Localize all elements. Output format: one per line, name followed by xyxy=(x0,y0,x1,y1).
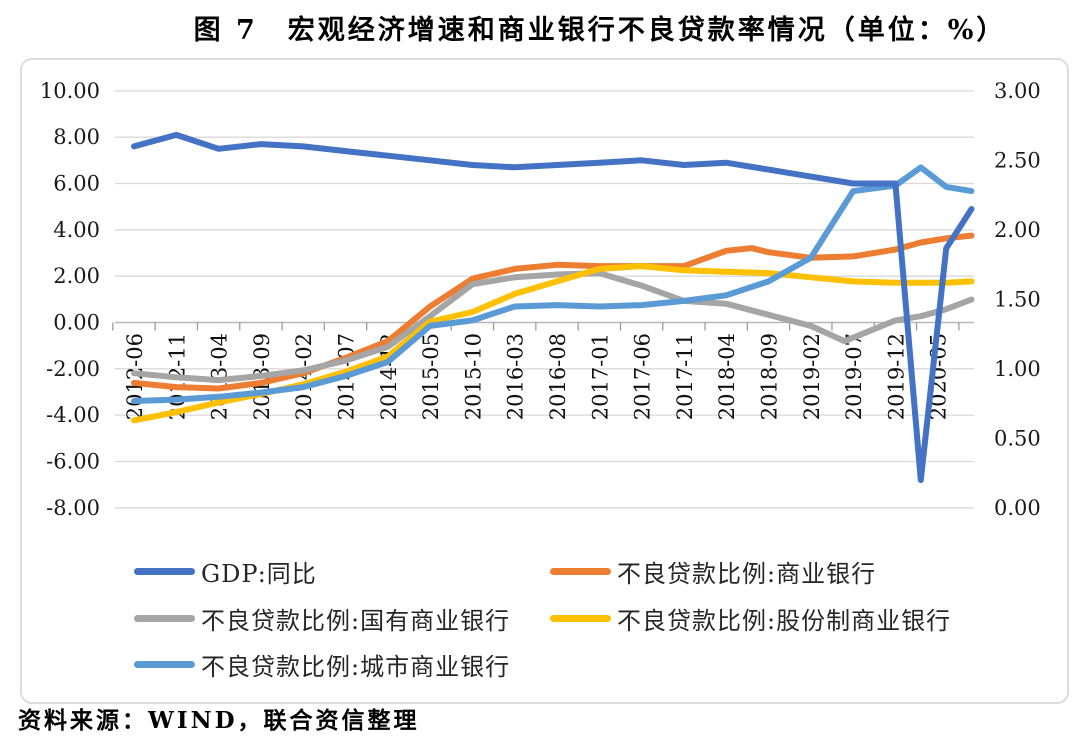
x-axis-label: 2016-08 xyxy=(546,333,570,420)
left-axis-tick-label: 4.00 xyxy=(53,218,100,242)
left-axis-tick-label: -6.00 xyxy=(46,449,100,473)
right-axis-tick-label: 3.00 xyxy=(994,79,1041,103)
legend-label-joint-stock-banks: 不良贷款比例:股份制商业银行 xyxy=(617,606,952,635)
legend-item-commercial-banks: 不良贷款比例:商业银行 xyxy=(550,556,877,588)
x-axis-label: 2018-04 xyxy=(715,333,739,420)
x-axis-label: 2015-05 xyxy=(419,333,443,420)
right-axis-tick-label: 1.50 xyxy=(994,288,1041,312)
series-line-4 xyxy=(131,164,975,404)
left-axis-tick-label: -4.00 xyxy=(46,403,100,427)
source-note: 资料来源：WIND，联合资信整理 xyxy=(18,707,420,734)
legend-label-state-owned-banks: 不良贷款比例:国有商业银行 xyxy=(201,606,511,635)
chart-title: 图 7 宏观经济增速和商业银行不良贷款率情况（单位：%） xyxy=(193,15,1007,46)
legend-label-gdp: GDP:同比 xyxy=(201,559,317,588)
left-axis-tick-label: 8.00 xyxy=(53,125,100,149)
legend-swatch-joint-stock-banks xyxy=(550,614,611,622)
x-axis-label: 2016-03 xyxy=(504,333,528,420)
x-axis-label: 2017-11 xyxy=(673,333,697,420)
x-axis-label: 2019-02 xyxy=(800,333,824,420)
x-axis-label: 2019-07 xyxy=(842,333,866,420)
legend-swatch-city-banks xyxy=(134,660,195,668)
right-axis-tick-label: 2.50 xyxy=(994,149,1041,173)
left-axis-tick-label: 2.00 xyxy=(53,264,100,288)
right-axis-tick-label: 0.00 xyxy=(994,496,1041,520)
left-axis-tick-label: 10.00 xyxy=(40,79,100,103)
legend-item-gdp: GDP:同比 xyxy=(134,556,317,588)
chart-frame: 10.00 8.00 6.00 4.00 2.00 0.00 -2.00 -4.00 -6.00… xyxy=(20,58,1069,704)
x-axis-label: 2019-12 xyxy=(884,333,908,420)
right-axis-tick-label: 1.00 xyxy=(994,357,1041,381)
legend-swatch-state-owned-banks xyxy=(134,614,195,622)
left-axis-tick-label: 0.00 xyxy=(53,311,100,335)
x-axis-label: 2015-10 xyxy=(461,333,485,420)
plot-svg: 10.00 8.00 6.00 4.00 2.00 0.00 -2.00 -4.00 -6.00… xyxy=(40,79,1041,520)
series-line-0 xyxy=(131,131,975,483)
legend-swatch-gdp xyxy=(134,567,195,575)
legend-swatch-commercial-banks xyxy=(550,567,611,575)
right-axis-tick-label: 2.00 xyxy=(994,218,1041,242)
legend-item-state-owned-banks: 不良贷款比例:国有商业银行 xyxy=(134,603,511,635)
left-axis-tick-label: -8.00 xyxy=(46,496,100,520)
legend-item-city-banks: 不良贷款比例:城市商业银行 xyxy=(134,649,511,681)
x-axis-label: 2018-09 xyxy=(758,333,782,420)
x-axis-label: 2017-06 xyxy=(631,333,655,420)
x-axis-label: 2017-01 xyxy=(588,333,612,420)
right-axis-tick-label: 0.50 xyxy=(994,427,1041,451)
legend-label-commercial-banks: 不良贷款比例:商业银行 xyxy=(617,559,877,588)
left-axis-tick-label: -2.00 xyxy=(46,357,100,381)
legend-label-city-banks: 不良贷款比例:城市商业银行 xyxy=(201,652,511,681)
legend-item-joint-stock-banks: 不良贷款比例:股份制商业银行 xyxy=(550,603,952,635)
left-axis-tick-label: 6.00 xyxy=(53,172,100,196)
